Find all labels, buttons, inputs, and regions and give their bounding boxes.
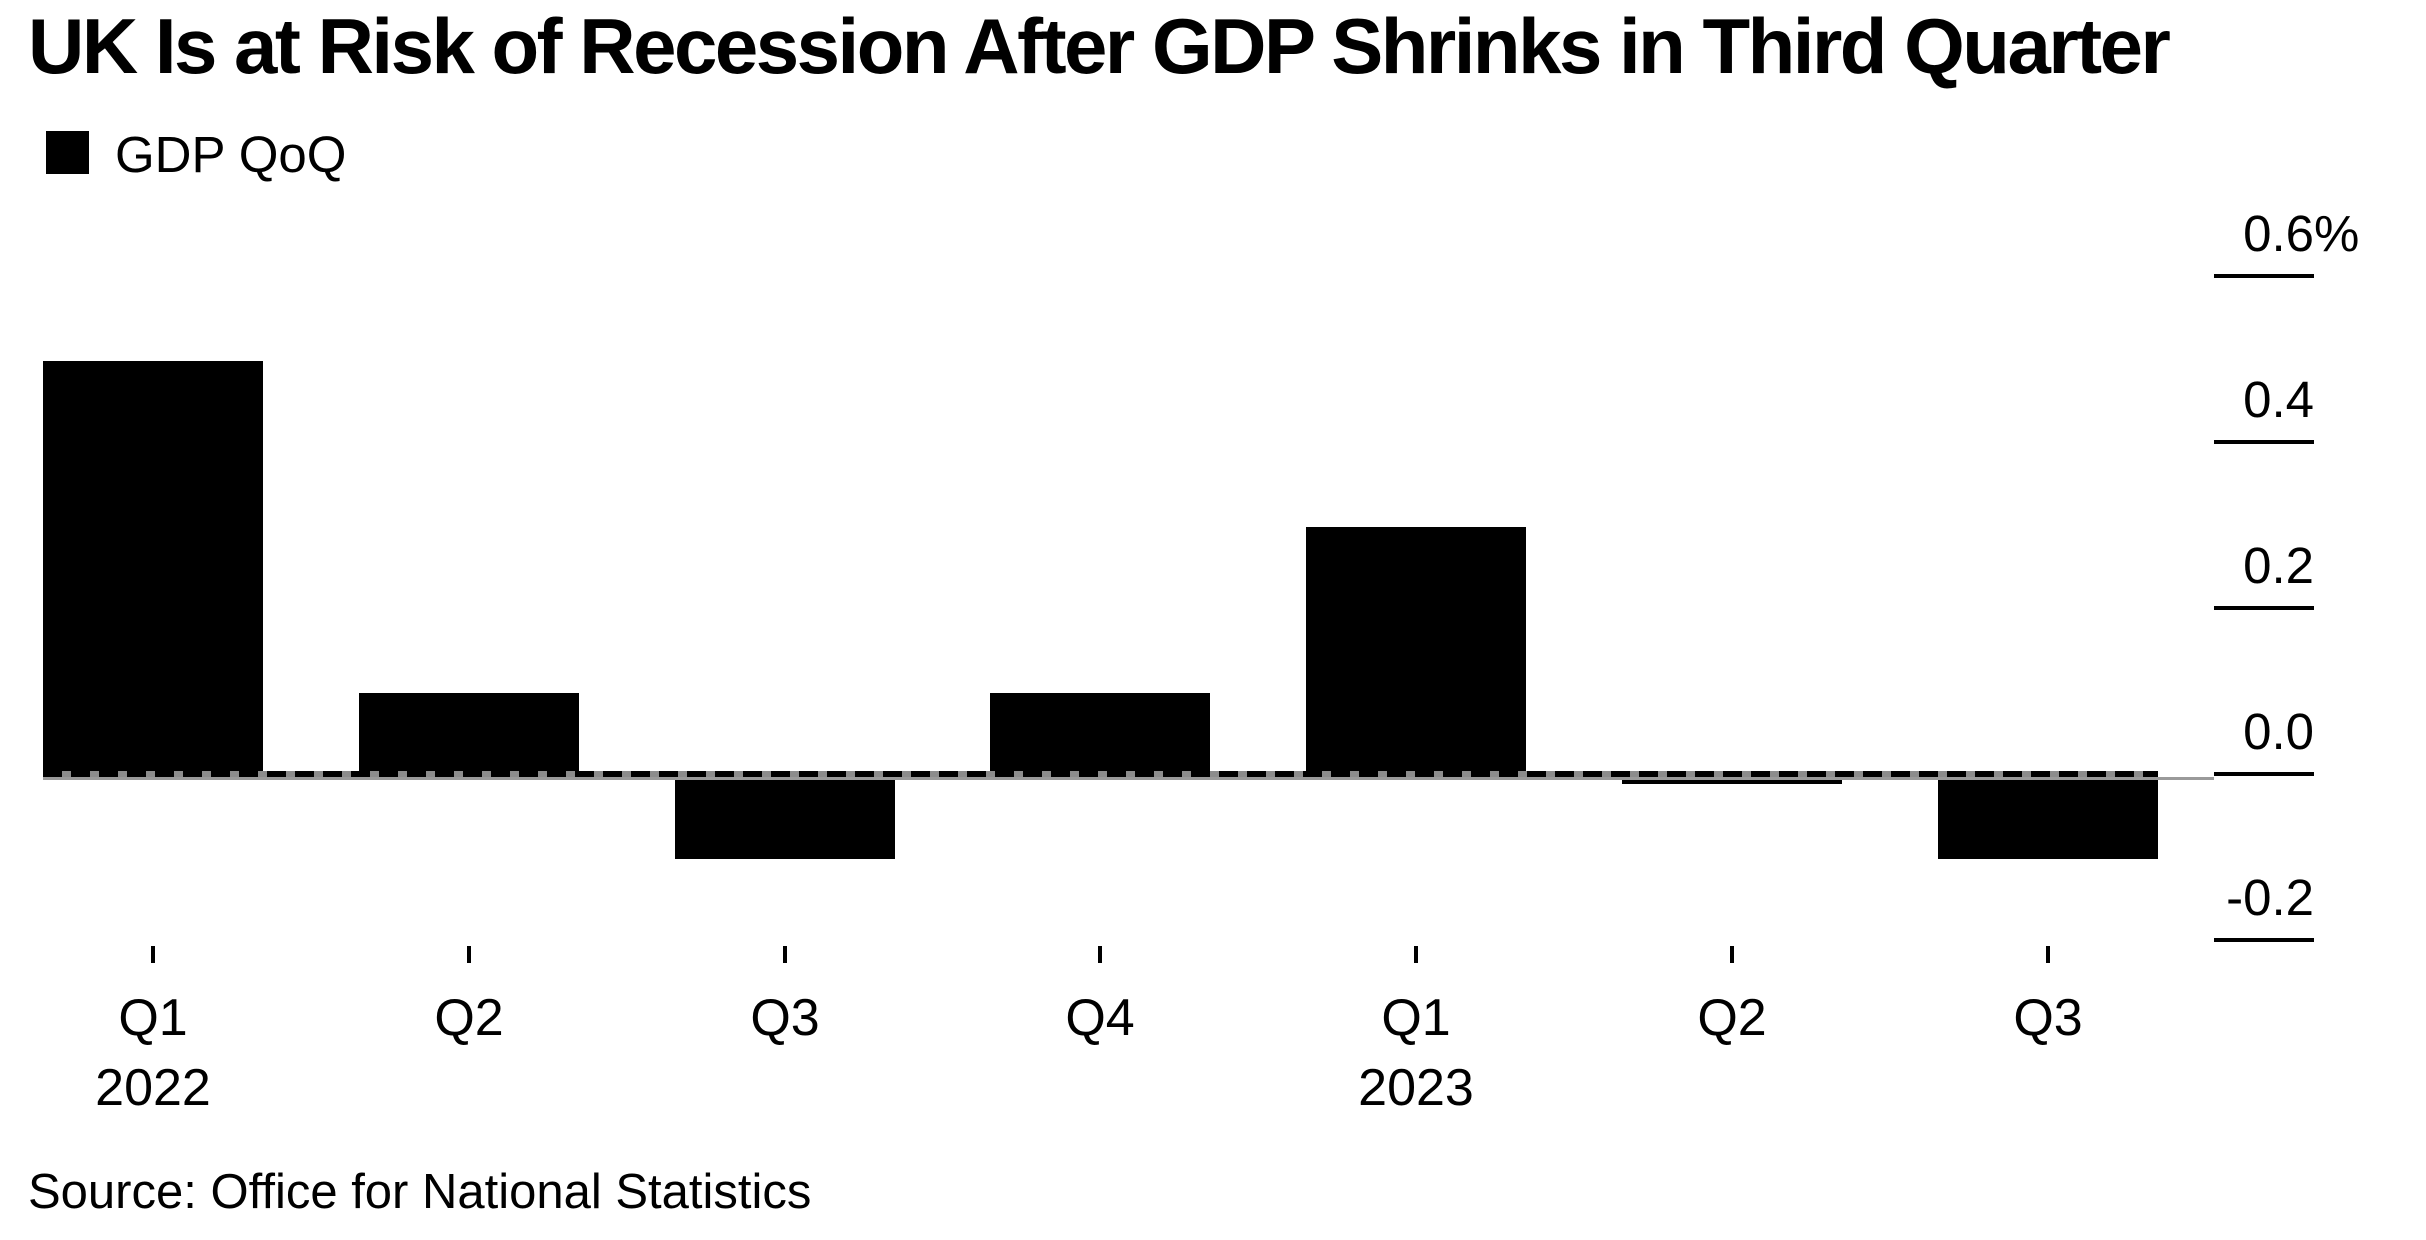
x-axis-label: Q2 [434,989,504,1047]
y-axis-tick [2214,440,2314,444]
bar-q2-2023 [1622,777,1842,784]
x-axis-year-label: 2022 [95,1059,211,1117]
y-axis-tick [2214,938,2314,942]
chart-title: UK Is at Risk of Recession After GDP Shr… [28,2,2171,90]
x-axis-label: Q3 [750,989,820,1047]
y-axis-label-unit: % [2314,205,2360,262]
y-axis-label-text: 0.0 [2243,703,2314,760]
x-axis-tick [2046,946,2050,963]
bar-q4-2022 [990,693,1210,779]
y-axis-tick [2214,274,2314,278]
x-axis-tick [1730,946,1734,963]
y-axis-label: 0.0 [2014,706,2314,757]
bar-q2-2022 [359,693,579,779]
y-axis-label-text: 0.2 [2243,537,2314,594]
x-axis-label: Q4 [1065,989,1135,1047]
x-axis-tick [467,946,471,963]
legend: GDP QoQ [46,129,346,180]
bar-q3-2023 [1938,777,2158,859]
source-note: Source: Office for National Statistics [28,1165,812,1219]
x-axis-label: Q3 [2013,989,2083,1047]
y-axis-label-text: -0.2 [2226,869,2314,926]
bar-q3-2022 [675,777,895,859]
zero-dashed-line [43,771,2158,777]
x-axis-label: Q1 [118,989,188,1047]
x-axis-label: Q1 [1381,989,1451,1047]
x-axis-tick [783,946,787,963]
y-axis-tick [2214,772,2314,776]
bar-q1-2022 [43,361,263,779]
x-axis-tick [1414,946,1418,963]
bar-q1-2023 [1306,527,1526,779]
y-axis-label-text: 0.4 [2243,371,2314,428]
x-axis-year-label: 2023 [1358,1059,1474,1117]
y-axis-label-text: 0.6 [2243,205,2314,262]
legend-label: GDP QoQ [115,126,347,183]
y-axis-tick [2214,606,2314,610]
x-axis-tick [1098,946,1102,963]
y-axis-label: 0.2 [2014,540,2314,591]
x-axis-tick [151,946,155,963]
legend-swatch-icon [46,131,89,174]
y-axis-label: 0.4 [2014,374,2314,425]
zero-baseline [43,777,2214,780]
y-axis-label: -0.2 [2014,872,2314,923]
x-axis-label: Q2 [1697,989,1767,1047]
y-axis-label: 0.6% [2014,205,2359,262]
